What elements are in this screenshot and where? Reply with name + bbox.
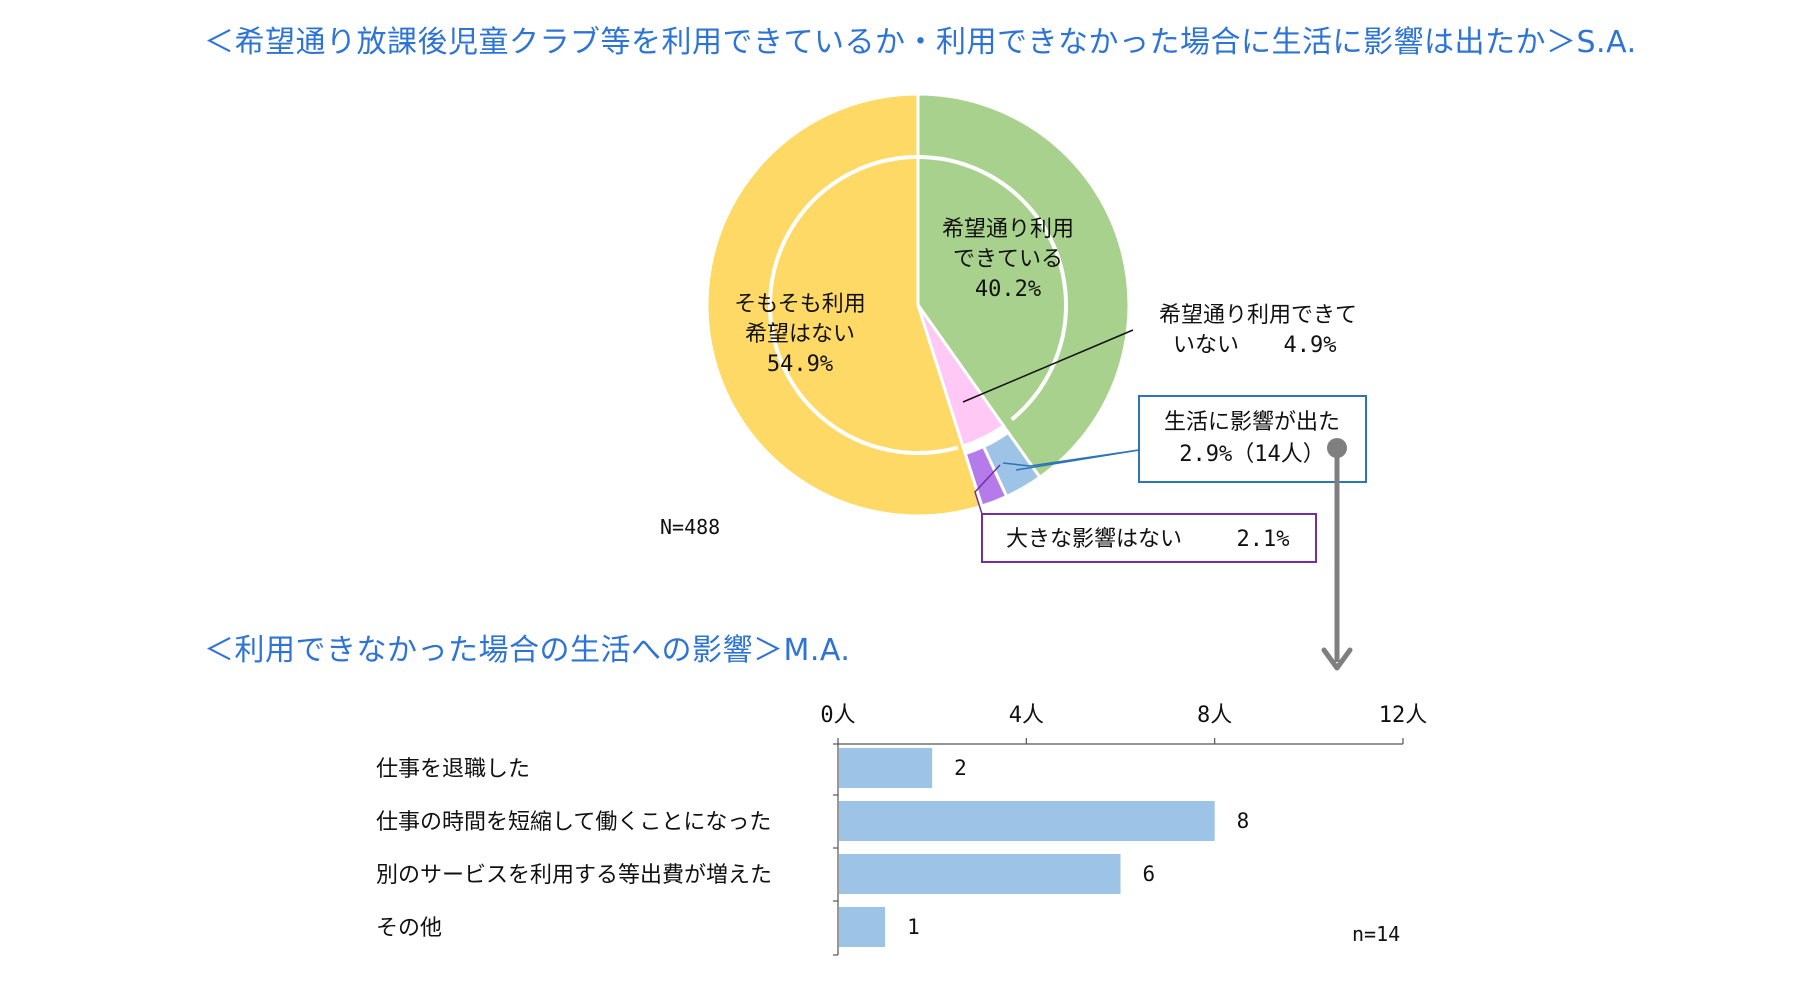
callout-no-impact-box [981,513,1317,563]
label-not-using-line-0: 希望通り利用できて [1159,303,1357,328]
callout-impact-box [1138,395,1367,483]
callout-impact-value: 2.9%（14人） [1179,442,1324,467]
pie-slices [705,92,1131,518]
category-label: 仕事の時間を短縮して働くことになった [376,810,771,835]
pie-inner-ring [768,155,1068,455]
connector-arrow [1321,438,1353,671]
category-label: 仕事を退職した [376,757,530,782]
pie-slice-using-as-wished [916,92,1131,480]
bar [839,854,1121,894]
x-tick-label: 0人 [820,703,855,728]
x-tick-label: 8人 [1197,703,1232,728]
leader-no-impact [974,464,1001,515]
callout-impact-line-0: 生活に影響が出た [1164,410,1340,435]
leader-impact-2 [1015,449,1140,471]
label-using-as-wished-line-1: できている [953,247,1063,272]
bar-value-label: 2 [954,756,967,780]
bar-value-label: 6 [1143,862,1156,886]
callout-no-impact-label: 大きな影響はない [1006,527,1182,552]
leader-not-using [962,329,1134,403]
label-no-wish-to-use-line-1: 希望はない [745,322,855,347]
bar [839,907,886,947]
x-tick-label: 12人 [1379,703,1428,728]
connector-arrowhead [1321,647,1353,671]
chart-title-main: ＜希望通り放課後児童クラブ等を利用できているか・利用できなかった場合に生活に影響… [204,25,1637,60]
x-tick-label: 4人 [1009,703,1044,728]
pie-slice-not-using-as-wished [916,304,1006,448]
bar-value-label: 1 [907,915,920,939]
callout-impact-on-life: 生活に影響が出た 2.9%（14人） [1002,395,1367,483]
label-not-using-value: 4.9% [1284,333,1337,358]
bar-n-label: n=14 [1352,922,1400,946]
callout-no-major-impact: 大きな影響はない 2.1% [974,464,1317,563]
callout-no-impact-value: 2.1% [1237,527,1290,552]
bar-value-label: 8 [1237,809,1250,833]
bar [839,748,933,788]
pie-slice-no-major-impact [963,444,1009,508]
chart-title-bar: ＜利用できなかった場合の生活への影響＞M.A. [204,633,851,668]
label-no-wish-to-use-line-0: そもそも利用 [734,292,866,317]
bar [839,801,1215,841]
label-not-using-line-1: いない [1173,333,1239,358]
pie-slice-no-wish-to-use [705,92,984,518]
label-using-as-wished-value: 40.2% [975,277,1041,302]
label-no-wish-to-use-value: 54.9% [767,352,833,377]
pie-total-label: N=488 [660,515,720,539]
category-label: その他 [376,916,442,941]
label-using-as-wished-line-0: 希望通り利用 [942,217,1074,242]
category-label: 別のサービスを利用する等出費が増えた [376,863,772,888]
